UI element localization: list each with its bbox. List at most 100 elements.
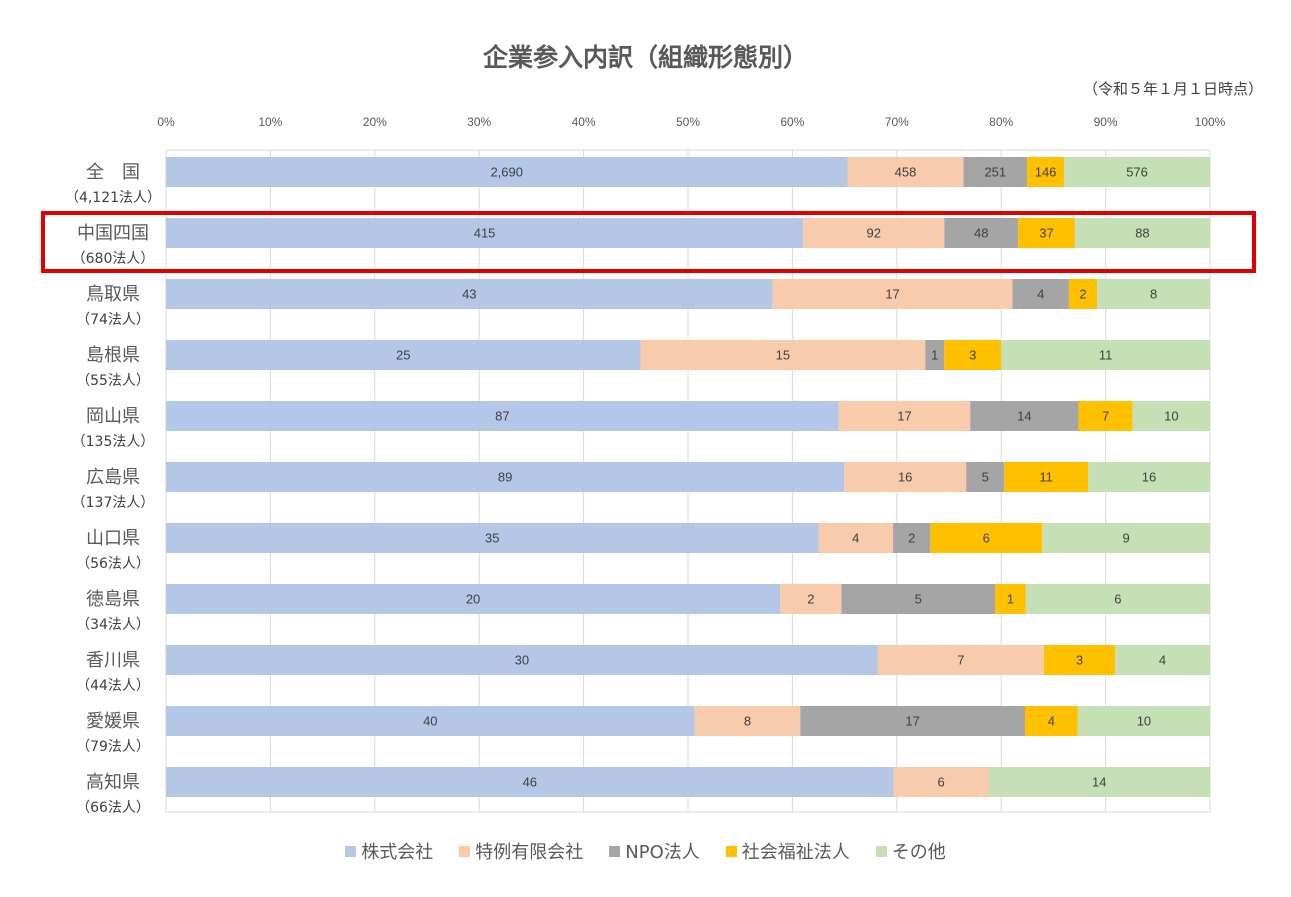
category-total: （137法人） [72, 495, 155, 511]
legend-swatch [609, 845, 621, 857]
bar-segment [772, 279, 1013, 309]
bar-segment [877, 645, 1044, 675]
bar-segment [844, 462, 967, 492]
bar-segment [841, 584, 996, 614]
legend-swatch [725, 845, 737, 857]
data-label: 3 [1076, 653, 1083, 668]
category-total: （66法人） [76, 800, 150, 816]
category-label: 高知県 [86, 772, 140, 793]
category-total: （34法人） [76, 617, 150, 633]
data-label: 251 [984, 165, 1006, 180]
category-label: 岡山県 [86, 406, 140, 427]
bar-segment [166, 523, 819, 553]
bar-segment [893, 523, 931, 553]
data-label: 8 [744, 714, 751, 729]
category-label: 香川県 [86, 650, 140, 671]
bar-segment [988, 767, 1210, 797]
data-label: 5 [982, 470, 989, 485]
data-label: 88 [1135, 226, 1149, 241]
bar-segment [166, 401, 839, 431]
data-label: 48 [974, 226, 988, 241]
legend-swatch [875, 845, 887, 857]
x-tick-label: 80% [989, 115, 1013, 129]
data-label: 17 [897, 409, 911, 424]
data-label: 1 [1007, 592, 1014, 607]
bar-segment [166, 340, 641, 370]
category-total: （74法人） [76, 312, 150, 328]
data-label: 16 [1142, 470, 1156, 485]
data-label: 1 [931, 348, 938, 363]
data-label: 3 [969, 348, 976, 363]
bar-segment [166, 462, 845, 492]
bar-segment [166, 157, 848, 187]
bar-segment [1027, 157, 1065, 187]
bar-segment [166, 645, 878, 675]
x-tick-label: 90% [1094, 115, 1118, 129]
bar-segment [1001, 340, 1210, 370]
bar-segment [1097, 279, 1210, 309]
legend-item: 特例有限会社 [459, 838, 583, 864]
category-label: 全 国 [86, 162, 140, 183]
bar-segment [1024, 706, 1078, 736]
bar-segment [803, 218, 945, 248]
category-label: 鳥取県 [86, 284, 140, 305]
bar-segment [780, 584, 842, 614]
bar-segment [166, 218, 804, 248]
bar-segment [1115, 645, 1210, 675]
data-label: 11 [1099, 348, 1113, 363]
category-total: （55法人） [76, 373, 150, 389]
category-label: 愛媛県 [86, 711, 140, 732]
bar-segment [166, 706, 695, 736]
data-label: 16 [898, 470, 912, 485]
bar-segment [1132, 401, 1210, 431]
data-label: 10 [1137, 714, 1151, 729]
bar-segment [1068, 279, 1098, 309]
x-tick-label: 30% [467, 115, 491, 129]
category-total: （4,121法人） [65, 190, 161, 206]
legend: 株式会社 特例有限会社 NPO法人 社会福祉法人 その他 [0, 838, 1291, 864]
data-label: 43 [462, 287, 476, 302]
data-label: 146 [1035, 165, 1057, 180]
legend-label: 社会福祉法人 [741, 842, 850, 863]
category-total: （56法人） [76, 556, 150, 572]
data-label: 6 [1114, 592, 1121, 607]
data-label: 2 [1079, 287, 1086, 302]
bar-segment [1012, 279, 1069, 309]
bar-segment [963, 157, 1028, 187]
bar-segment [944, 218, 1019, 248]
x-tick-label: 0% [157, 115, 175, 129]
bar-segment [1042, 523, 1210, 553]
legend-item: 株式会社 [345, 838, 433, 864]
category-label: 徳島県 [86, 589, 140, 610]
x-tick-label: 50% [676, 115, 700, 129]
highlight-box [41, 211, 1256, 273]
data-label: 35 [485, 531, 499, 546]
legend-item: その他 [875, 838, 946, 864]
legend-swatch [459, 845, 471, 857]
category-total: （79法人） [76, 739, 150, 755]
legend-item: 社会福祉法人 [725, 838, 850, 864]
data-label: 14 [1092, 775, 1106, 790]
bar-segment [1078, 401, 1133, 431]
data-label: 89 [498, 470, 512, 485]
data-label: 30 [515, 653, 529, 668]
data-label: 15 [776, 348, 790, 363]
bar-segment [1025, 584, 1210, 614]
data-label: 8 [1150, 287, 1157, 302]
data-label: 25 [396, 348, 410, 363]
x-tick-label: 40% [572, 115, 596, 129]
data-label: 11 [1039, 470, 1053, 485]
data-label: 7 [957, 653, 964, 668]
x-tick-label: 10% [258, 115, 282, 129]
data-label: 415 [474, 226, 496, 241]
bar-segment [166, 767, 894, 797]
bar-segment [893, 767, 989, 797]
bar-segment [966, 462, 1005, 492]
data-label: 7 [1102, 409, 1109, 424]
bar-segment [930, 523, 1043, 553]
data-label: 9 [1122, 531, 1129, 546]
data-label: 6 [937, 775, 944, 790]
data-label: 37 [1039, 226, 1053, 241]
bar-segment [944, 340, 1002, 370]
